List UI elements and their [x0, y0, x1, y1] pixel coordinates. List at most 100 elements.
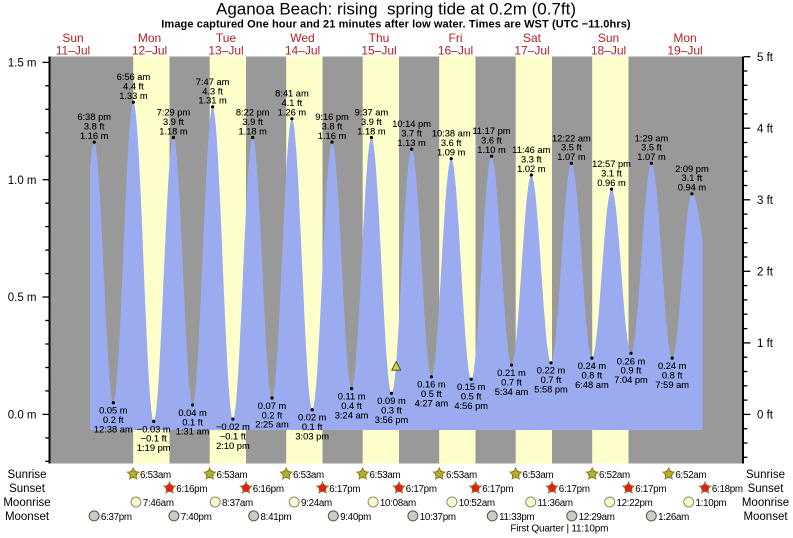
svg-text:2:25 am: 2:25 am [255, 420, 289, 430]
svg-text:5:34 am: 5:34 am [495, 387, 529, 397]
svg-text:0.26 m: 0.26 m [617, 356, 646, 366]
svg-text:1.31 m: 1.31 m [198, 96, 227, 106]
svg-text:13–Jul: 13–Jul [208, 43, 243, 57]
svg-text:12–Jul: 12–Jul [132, 43, 167, 57]
svg-text:0.24 m: 0.24 m [578, 361, 607, 371]
svg-text:1.16 m: 1.16 m [80, 131, 109, 141]
svg-text:15–Jul: 15–Jul [361, 43, 396, 57]
svg-text:0.15 m: 0.15 m [457, 382, 486, 392]
svg-text:4 ft: 4 ft [757, 123, 774, 135]
svg-text:Moonrise: Moonrise [742, 497, 789, 509]
svg-text:5 ft: 5 ft [757, 52, 774, 64]
svg-text:1.33 m: 1.33 m [119, 91, 148, 101]
svg-text:1:10pm: 1:10pm [696, 498, 727, 509]
svg-text:0.96 m: 0.96 m [597, 178, 626, 188]
svg-text:9:40pm: 9:40pm [340, 512, 371, 523]
svg-text:12:22 am: 12:22 am [552, 133, 591, 143]
svg-text:0.2 ft: 0.2 ft [262, 410, 283, 420]
svg-text:16–Jul: 16–Jul [438, 43, 473, 57]
svg-text:6:17pm: 6:17pm [329, 484, 360, 495]
svg-text:0.7 ft: 0.7 ft [541, 375, 562, 385]
svg-text:1.16 m: 1.16 m [318, 131, 347, 141]
svg-text:6:37pm: 6:37pm [101, 512, 132, 523]
svg-text:3.3 ft: 3.3 ft [521, 154, 542, 164]
svg-text:6:38 pm: 6:38 pm [77, 112, 111, 122]
svg-text:Image captured One hour and 21: Image captured One hour and 21 minutes a… [161, 19, 631, 31]
svg-text:0.94 m: 0.94 m [678, 183, 707, 193]
svg-text:7:40pm: 7:40pm [181, 512, 212, 523]
svg-text:19–Jul: 19–Jul [667, 43, 702, 57]
svg-text:3.6 ft: 3.6 ft [441, 138, 462, 148]
svg-text:1.07 m: 1.07 m [637, 152, 666, 162]
svg-text:1.26 m: 1.26 m [278, 108, 307, 118]
svg-text:9:37 am: 9:37 am [355, 108, 389, 118]
svg-text:1:26am: 1:26am [658, 512, 689, 523]
svg-text:1:29 am: 1:29 am [635, 133, 669, 143]
svg-text:18–Jul: 18–Jul [591, 43, 626, 57]
svg-text:−0.1 ft: −0.1 ft [141, 434, 168, 444]
svg-text:6:18pm: 6:18pm [712, 484, 743, 495]
svg-text:11:33pm: 11:33pm [499, 512, 534, 523]
svg-text:12:57 pm: 12:57 pm [592, 159, 631, 169]
svg-text:12:22pm: 12:22pm [617, 498, 653, 509]
svg-text:1.18 m: 1.18 m [238, 126, 267, 136]
svg-text:5:58 pm: 5:58 pm [534, 385, 568, 395]
svg-text:10:14 pm: 10:14 pm [392, 119, 431, 129]
svg-text:0.16 m: 0.16 m [417, 380, 446, 390]
svg-text:Sunrise: Sunrise [8, 469, 47, 481]
svg-text:9:16 pm: 9:16 pm [315, 112, 349, 122]
svg-text:0.21 m: 0.21 m [497, 368, 526, 378]
svg-text:8:37am: 8:37am [222, 498, 253, 509]
svg-text:−0.02 m: −0.02 m [216, 422, 250, 432]
svg-text:Fri: Fri [449, 31, 463, 45]
svg-text:10:38 am: 10:38 am [432, 129, 471, 139]
svg-text:6:17pm: 6:17pm [406, 484, 437, 495]
svg-text:0.02 m: 0.02 m [298, 413, 327, 423]
svg-text:7:46am: 7:46am [143, 498, 174, 509]
svg-text:6:17pm: 6:17pm [635, 484, 666, 495]
svg-text:Sat: Sat [523, 31, 542, 45]
svg-text:0.8 ft: 0.8 ft [662, 370, 683, 380]
svg-text:Moonrise: Moonrise [3, 497, 50, 509]
svg-text:0.11 m: 0.11 m [338, 392, 366, 402]
svg-text:3.1 ft: 3.1 ft [682, 173, 703, 183]
svg-text:3.7 ft: 3.7 ft [401, 129, 422, 139]
svg-text:3.5 ft: 3.5 ft [641, 143, 662, 153]
svg-text:0.3 ft: 0.3 ft [381, 406, 402, 416]
svg-text:2 ft: 2 ft [757, 267, 774, 279]
svg-text:6:52am: 6:52am [675, 470, 706, 481]
svg-text:1.0 m: 1.0 m [8, 175, 37, 187]
svg-text:8:22 pm: 8:22 pm [236, 108, 270, 118]
svg-text:0.22 m: 0.22 m [537, 366, 566, 376]
svg-text:1.02 m: 1.02 m [517, 164, 546, 174]
svg-text:−0.03 m: −0.03 m [137, 424, 171, 434]
svg-text:0.1 ft: 0.1 ft [182, 417, 203, 427]
svg-text:9:24am: 9:24am [301, 498, 332, 509]
svg-text:1.18 m: 1.18 m [159, 126, 188, 136]
svg-text:6:53am: 6:53am [140, 470, 171, 481]
svg-text:10:37pm: 10:37pm [420, 512, 456, 523]
svg-text:0.0 m: 0.0 m [8, 410, 37, 422]
svg-text:0.5 m: 0.5 m [8, 292, 37, 304]
svg-text:1 ft: 1 ft [757, 338, 774, 350]
svg-text:6:53am: 6:53am [446, 470, 477, 481]
svg-text:3:24 am: 3:24 am [335, 410, 369, 420]
svg-text:14–Jul: 14–Jul [285, 43, 320, 57]
svg-text:3.8 ft: 3.8 ft [84, 122, 105, 132]
svg-text:1.09 m: 1.09 m [437, 147, 466, 157]
svg-text:4:27 am: 4:27 am [415, 399, 449, 409]
svg-text:0.1 ft: 0.1 ft [302, 422, 323, 432]
svg-text:7:47 am: 7:47 am [196, 77, 230, 87]
svg-text:6:17pm: 6:17pm [482, 484, 513, 495]
svg-text:Sunset: Sunset [9, 483, 46, 495]
svg-text:6:56 am: 6:56 am [117, 72, 151, 82]
svg-text:1.10 m: 1.10 m [477, 145, 506, 155]
svg-text:8:41pm: 8:41pm [261, 512, 292, 523]
svg-text:6:52am: 6:52am [599, 470, 630, 481]
svg-text:8:41 am: 8:41 am [275, 89, 309, 99]
svg-text:6:16pm: 6:16pm [176, 484, 207, 495]
svg-text:4.3 ft: 4.3 ft [202, 86, 223, 96]
svg-text:6:53am: 6:53am [217, 470, 248, 481]
svg-text:3.1 ft: 3.1 ft [601, 169, 622, 179]
svg-text:11:17 pm: 11:17 pm [472, 126, 510, 136]
